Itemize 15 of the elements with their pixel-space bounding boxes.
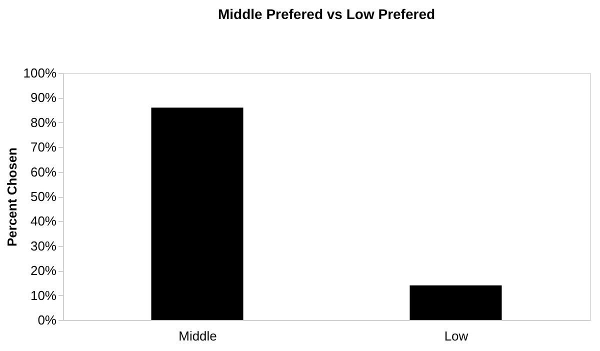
y-tick-label: 90% [30, 90, 57, 106]
y-tick-label: 100% [23, 66, 57, 80]
x-tick-label: Low [444, 328, 469, 344]
y-tick-label: 0% [38, 312, 57, 328]
y-tick-label: 10% [30, 288, 57, 303]
y-tick-label: 40% [30, 214, 57, 229]
x-tick-label: Middle [178, 328, 217, 344]
y-tick-label: 80% [30, 114, 57, 130]
y-tick-label: 70% [30, 140, 57, 155]
chart-title: Middle Prefered vs Low Prefered [218, 6, 436, 22]
y-tick-label: 50% [30, 189, 57, 204]
y-tick-label: 30% [30, 238, 57, 254]
y-tick-label: 60% [30, 164, 57, 180]
y-axis-title: Percent Chosen [4, 147, 20, 246]
y-tick-label: 20% [30, 263, 57, 278]
